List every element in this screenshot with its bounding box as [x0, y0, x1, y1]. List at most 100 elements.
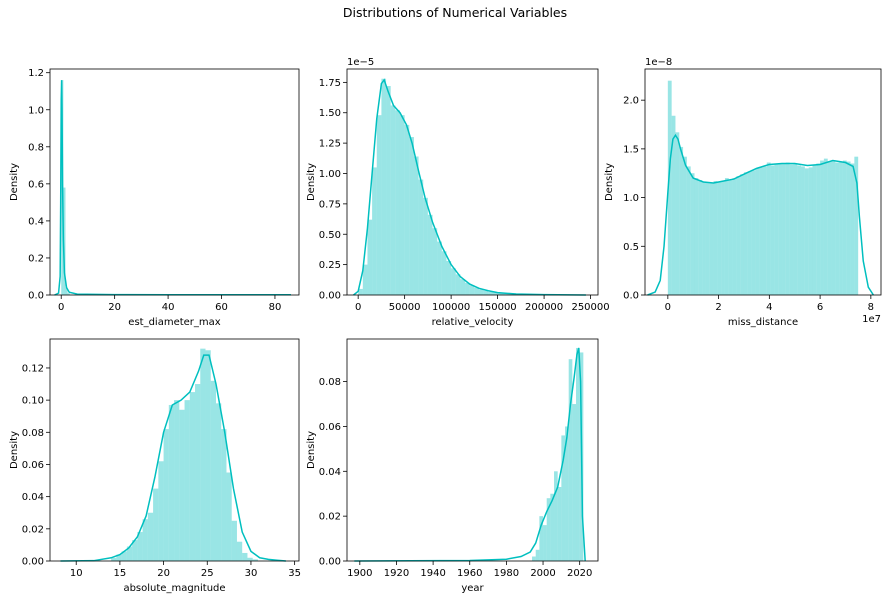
- hist-bar: [759, 167, 763, 295]
- y-axis-label: Density: [604, 163, 615, 201]
- subplot-year: 1900 1920 1940 1960 1980 2000 2020 0.00 0.02 0.04…: [306, 338, 599, 594]
- hist-bar: [797, 165, 802, 295]
- hist-bar: [763, 166, 767, 295]
- y-tick-label: 0.8: [28, 142, 44, 153]
- hist-bar: [671, 115, 676, 295]
- x-tick-label: 20: [108, 302, 121, 313]
- y-axis-label: Density: [9, 431, 20, 469]
- hist-bar: [550, 493, 555, 561]
- hist-bar: [709, 182, 714, 295]
- hist-bar: [546, 498, 551, 561]
- y-tick-label: 0.04: [22, 492, 44, 503]
- x-tick-label: 1900: [347, 568, 372, 579]
- hist-bar: [437, 241, 442, 295]
- hist-bar: [153, 488, 159, 561]
- hist-bar: [823, 158, 828, 295]
- y-tick-label: 0.08: [319, 377, 341, 388]
- hist-bar: [732, 178, 737, 295]
- x-tick-label: 1960: [457, 568, 482, 579]
- x-tick-label: 1920: [384, 568, 409, 579]
- hist-bar: [362, 264, 368, 295]
- y-offset-label: 1e−5: [347, 57, 374, 68]
- hist-bar: [747, 171, 752, 295]
- x-tick-label: 100000: [432, 302, 470, 313]
- hist-bar: [409, 137, 414, 295]
- hist-bar: [820, 160, 824, 295]
- hist-bar: [252, 559, 258, 561]
- hist-bar: [427, 214, 433, 295]
- hist-bar: [539, 516, 544, 561]
- x-tick-label: 35: [288, 568, 301, 579]
- subplot-relative-velocity: 0 50000 100000 150000 200000 250000 0.00 0.25 0.…: [306, 57, 610, 328]
- hist-bar: [413, 156, 419, 295]
- y-tick-label: 0.5: [623, 242, 639, 253]
- hist-bar: [801, 166, 805, 295]
- hist-bar: [793, 163, 798, 295]
- hist-bar: [774, 164, 779, 295]
- y-tick-label: 1.00: [319, 169, 341, 180]
- hist-bar: [846, 161, 851, 295]
- figure-title: Distributions of Numerical Variables: [343, 5, 567, 20]
- y-tick-label: 2.0: [623, 96, 639, 107]
- y-tick-label: 0.12: [22, 363, 44, 374]
- y-tick-label: 0.06: [319, 422, 341, 433]
- hist-bar: [683, 156, 687, 295]
- hist-bar: [686, 166, 691, 295]
- kde-curve: [54, 80, 291, 296]
- hist-bar: [121, 551, 127, 561]
- hist-bar: [111, 557, 117, 561]
- hist-bar: [189, 392, 196, 561]
- hist-bar: [358, 288, 363, 295]
- x-axis-label: est_diameter_max: [128, 317, 220, 328]
- hist-bar: [418, 179, 424, 295]
- hist-bar: [137, 532, 143, 561]
- x-scale-label: 1e7: [862, 314, 881, 325]
- x-axis-label: relative_velocity: [432, 317, 514, 328]
- subplot-miss-distance: 0 2 4 6 8 0.0 0.5 1.0 1.5 2.0 miss_distance Density…: [604, 57, 882, 328]
- hist-bar: [827, 161, 832, 295]
- y-tick-label: 0.2: [28, 253, 44, 264]
- hist-bar: [770, 165, 775, 295]
- hist-bar: [576, 347, 580, 561]
- kde-curve: [60, 354, 286, 562]
- x-tick-label: 0: [665, 302, 671, 313]
- x-tick-label: 150000: [479, 302, 517, 313]
- hist-bar: [451, 268, 456, 295]
- hist-bar: [736, 176, 741, 295]
- hist-bar: [200, 348, 206, 561]
- x-tick-label: 40: [162, 302, 175, 313]
- y-axis-label: Density: [9, 163, 20, 201]
- y-tick-label: 1.25: [319, 139, 341, 150]
- hist-bar: [479, 289, 484, 295]
- hist-bar: [236, 541, 243, 561]
- hist-bar: [432, 228, 438, 295]
- hist-bar: [535, 549, 540, 561]
- hist-bar: [441, 251, 447, 295]
- hist-bar: [835, 162, 840, 295]
- kde-curve: [354, 347, 586, 562]
- hist-bar: [179, 409, 185, 561]
- x-tick-label: 15: [114, 568, 127, 579]
- y-axis-label: Density: [306, 431, 317, 469]
- x-tick-label: 0: [58, 302, 64, 313]
- hist-bar: [831, 160, 836, 295]
- hist-bar: [210, 380, 216, 561]
- x-tick-label: 1980: [494, 568, 519, 579]
- hist-bar: [667, 80, 672, 295]
- x-tick-label: 0: [355, 302, 361, 313]
- x-tick-label: 30: [245, 568, 258, 579]
- hist-bar: [63, 187, 66, 295]
- y-tick-label: 0.25: [319, 260, 341, 271]
- x-tick-label: 25: [201, 568, 214, 579]
- y-axis-label: Density: [306, 163, 317, 201]
- hist-bar: [497, 293, 507, 295]
- hist-bar: [572, 404, 577, 561]
- hist-bar: [789, 164, 794, 295]
- hist-bar: [404, 124, 410, 295]
- y-tick-label: 1.75: [319, 78, 341, 89]
- x-tick-label: 2000: [530, 568, 555, 579]
- hist-bar: [231, 520, 237, 561]
- y-tick-label: 1.2: [28, 68, 44, 79]
- y-tick-label: 0.00: [22, 557, 44, 568]
- y-tick-label: 1.0: [28, 105, 44, 116]
